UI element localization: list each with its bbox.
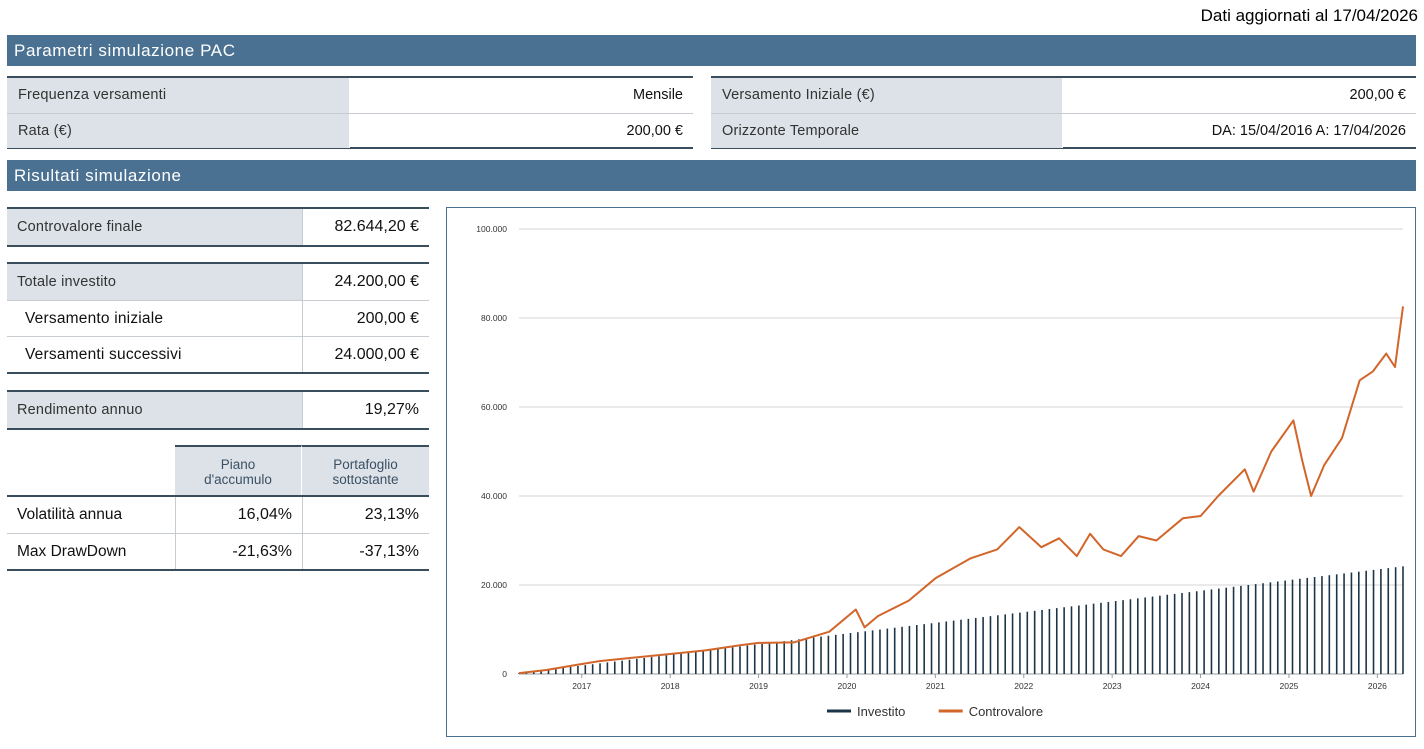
risk-value-piano: -21,63% <box>175 534 302 569</box>
controvalore-line <box>518 306 1404 675</box>
param-label: Rata (€) <box>7 114 350 148</box>
result-value: 24.200,00 € <box>302 264 429 300</box>
risk-value-portafoglio: -37,13% <box>302 534 429 569</box>
result-row: Versamento iniziale 200,00 € <box>7 300 429 336</box>
x-tick-label: 2026 <box>1368 681 1387 691</box>
result-row: Versamenti successivi 24.000,00 € <box>7 336 429 372</box>
result-label: Versamento iniziale <box>7 301 302 336</box>
y-tick-label: 0 <box>502 669 507 679</box>
result-row: Totale investito 24.200,00 € <box>7 264 429 300</box>
result-value: 82.644,20 € <box>302 209 429 245</box>
result-controvalore-block: Controvalore finale 82.644,20 € <box>7 207 429 247</box>
x-tick-label: 2021 <box>926 681 945 691</box>
result-row: Controvalore finale 82.644,20 € <box>7 209 429 245</box>
simulation-chart: 0 20.000 40.000 60.000 80.000 100.000 2017 2018… <box>446 207 1416 737</box>
result-value: 19,27% <box>302 392 429 428</box>
param-value: 200,00 € <box>1349 87 1406 103</box>
params-table-right: Versamento Iniziale (€) 200,00 € Orizzon… <box>711 76 1416 149</box>
param-value: Mensile <box>633 87 683 103</box>
chart-svg: 0 20.000 40.000 60.000 80.000 100.000 2017 2018… <box>476 224 1404 719</box>
risk-table: Piano d'accumulo Portafoglio sottostante… <box>7 445 429 571</box>
param-row-orizzonte: Orizzonte Temporale DA: 15/04/2016 A: 17… <box>711 113 1416 148</box>
result-label: Totale investito <box>7 264 302 300</box>
risk-col-header-piano: Piano d'accumulo <box>175 445 302 495</box>
x-tick-label: 2025 <box>1280 681 1299 691</box>
x-tick-label: 2022 <box>1014 681 1033 691</box>
y-tick-label: 60.000 <box>481 402 507 412</box>
y-tick-label: 100.000 <box>476 224 507 234</box>
result-investito-block: Totale investito 24.200,00 € Versamento … <box>7 262 429 374</box>
result-value: 24.000,00 € <box>302 337 429 372</box>
param-row-rata: Rata (€) 200,00 € <box>7 113 693 148</box>
legend-label: Investito <box>857 704 905 719</box>
section-header-results: Risultati simulazione <box>7 160 1416 191</box>
risk-table-body: Volatilità annua 16,04% 23,13% Max DrawD… <box>7 495 429 571</box>
param-label: Versamento Iniziale (€) <box>711 78 1063 113</box>
result-row: Rendimento annuo 19,27% <box>7 392 429 428</box>
result-label: Versamenti successivi <box>7 337 302 372</box>
param-label: Frequenza versamenti <box>7 78 350 113</box>
param-value: 200,00 € <box>626 123 683 139</box>
risk-row-volatilita: Volatilità annua 16,04% 23,13% <box>7 497 429 533</box>
x-tick-label: 2018 <box>661 681 680 691</box>
risk-col-header-text: Piano d'accumulo <box>204 457 272 487</box>
last-updated-text: Dati aggiornati al 17/04/2026 <box>1200 6 1418 25</box>
params-table-left: Frequenza versamenti Mensile Rata (€) 20… <box>7 76 693 149</box>
result-value: 200,00 € <box>302 301 429 336</box>
section-header-params: Parametri simulazione PAC <box>7 35 1416 66</box>
y-tick-label: 80.000 <box>481 313 507 323</box>
x-tick-label: 2023 <box>1103 681 1122 691</box>
risk-label: Volatilità annua <box>17 506 123 523</box>
x-tick-label: 2024 <box>1191 681 1210 691</box>
y-tick-label: 20.000 <box>481 580 507 590</box>
risk-col-header-portafoglio: Portafoglio sottostante <box>302 445 429 495</box>
param-row-versamento-iniziale: Versamento Iniziale (€) 200,00 € <box>711 78 1416 113</box>
result-label: Controvalore finale <box>7 209 302 245</box>
x-tick-label: 2020 <box>838 681 857 691</box>
risk-col-header-text: Portafoglio sottostante <box>332 457 399 487</box>
param-label: Orizzonte Temporale <box>711 114 1063 148</box>
risk-row-drawdown: Max DrawDown -21,63% -37,13% <box>7 533 429 569</box>
param-row-frequenza: Frequenza versamenti Mensile <box>7 78 693 113</box>
x-tick-label: 2019 <box>749 681 768 691</box>
risk-table-header: Piano d'accumulo Portafoglio sottostante <box>7 445 429 495</box>
risk-value-portafoglio: 23,13% <box>302 497 429 533</box>
result-rendimento-block: Rendimento annuo 19,27% <box>7 390 429 430</box>
result-label: Rendimento annuo <box>7 392 302 428</box>
x-tick-label: 2017 <box>572 681 591 691</box>
legend-label: Controvalore <box>969 704 1043 719</box>
param-value: DA: 15/04/2016 A: 17/04/2026 <box>1211 123 1406 139</box>
risk-label: Max DrawDown <box>17 543 127 560</box>
risk-value-piano: 16,04% <box>175 497 302 533</box>
y-tick-label: 40.000 <box>481 491 507 501</box>
